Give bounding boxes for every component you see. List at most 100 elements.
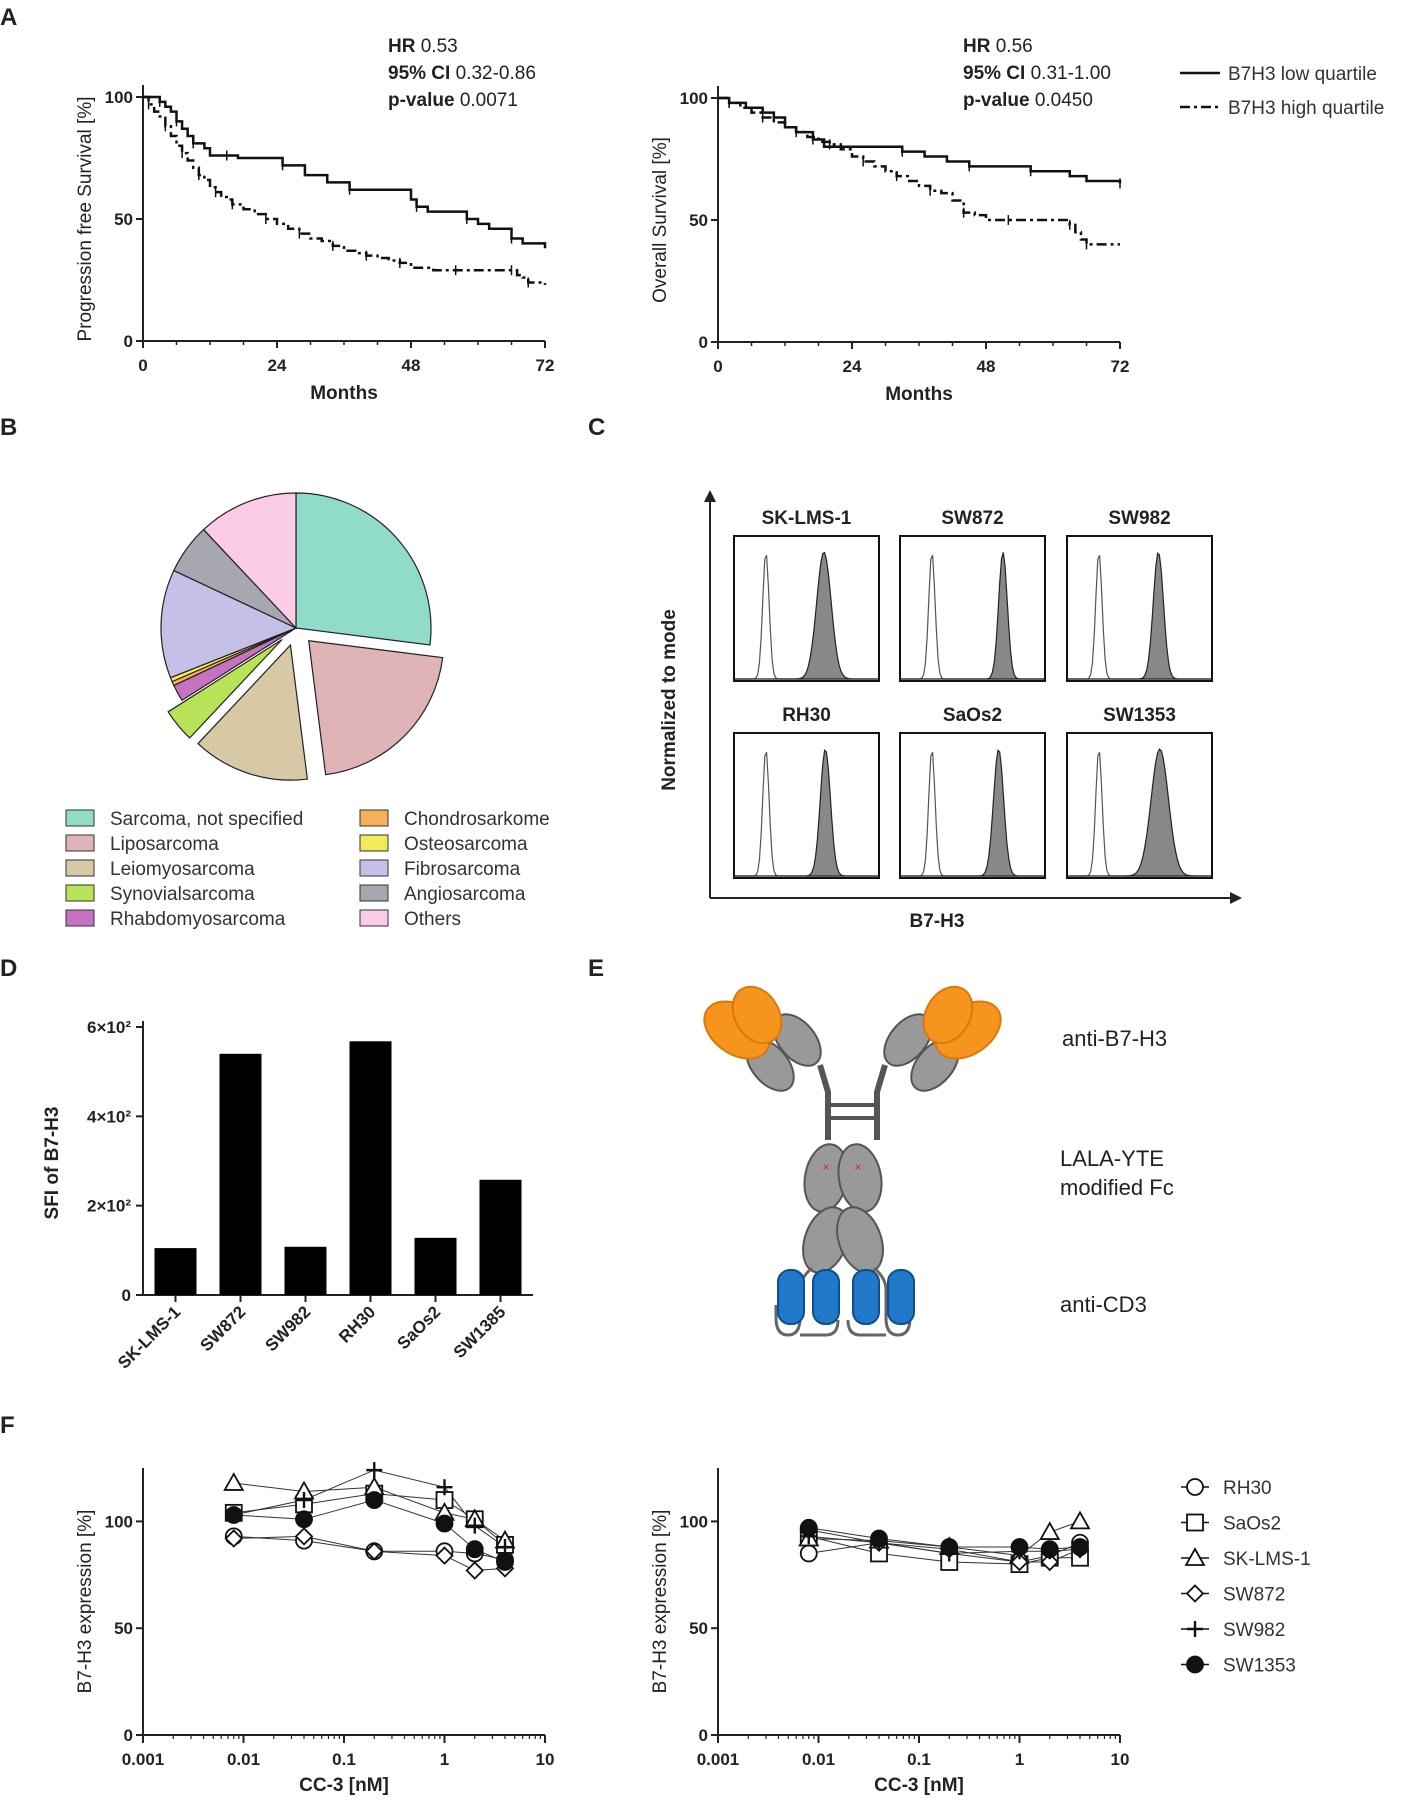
marker-triangle-open-icon bbox=[1184, 1547, 1206, 1566]
km-curve-low-quartile bbox=[718, 96, 1122, 184]
x-tick-label: 0.01 bbox=[227, 1750, 260, 1769]
legend-label: SW872 bbox=[1223, 1585, 1285, 1606]
stat-key: 95% CI bbox=[963, 63, 1025, 84]
x-tick-label: 24 bbox=[843, 357, 862, 376]
stat-value-text: 0.31-1.00 bbox=[1031, 63, 1111, 84]
y-axis-label: SFI of B7-H3 bbox=[42, 1107, 63, 1220]
y-tick-label: 0 bbox=[699, 333, 708, 352]
marker-circle-filled-icon bbox=[1071, 1538, 1089, 1556]
anti-b7h3-domain-left bbox=[731, 985, 783, 1045]
panel-b-pie-chart: Sarcoma, not specified Liposarcoma Leiomyo… bbox=[65, 492, 550, 930]
legend-label-high: B7H3 high quartile bbox=[1228, 98, 1384, 119]
stat-line: HR 0.56 bbox=[963, 36, 1033, 57]
x-axis-label: CC-3 [nM] bbox=[299, 1775, 389, 1796]
label-anti-cd3: anti-CD3 bbox=[1060, 1292, 1147, 1317]
x-axis-label: Months bbox=[310, 383, 378, 404]
marker-plus-icon bbox=[466, 1517, 483, 1534]
x-tick-label: RH30 bbox=[335, 1302, 379, 1346]
marker-circle-filled-icon bbox=[799, 1518, 818, 1537]
histogram-title: SaOs2 bbox=[943, 705, 1002, 726]
marker-square-open-icon bbox=[1186, 1513, 1204, 1532]
marker-circle-filled-icon bbox=[465, 1540, 484, 1559]
stat-value-text: 0.32-0.86 bbox=[456, 63, 536, 84]
hinge-right bbox=[874, 1064, 888, 1140]
legend-swatch bbox=[65, 834, 95, 852]
stat-key: p-value bbox=[388, 90, 455, 111]
legend-label: SK-LMS-1 bbox=[1223, 1549, 1311, 1570]
y-tick-label: 50 bbox=[114, 210, 133, 229]
y-axis-label: Progression free Survival [%] bbox=[75, 97, 96, 342]
legend-swatch bbox=[359, 909, 389, 927]
pie-slice bbox=[295, 492, 432, 646]
x-axis-label: B7-H3 bbox=[910, 911, 965, 932]
legend-swatch bbox=[65, 809, 95, 827]
anti-cd3-domain bbox=[812, 1269, 840, 1325]
x-tick-label: 0.01 bbox=[802, 1750, 835, 1769]
marker-diamond-open-icon bbox=[1010, 1552, 1029, 1572]
x-tick-label: SK-LMS-1 bbox=[114, 1302, 184, 1372]
panel-label-f: F bbox=[0, 1412, 15, 1439]
histogram-box bbox=[899, 535, 1046, 682]
marker-plus-icon bbox=[497, 1539, 514, 1556]
y-tick-label: 0 bbox=[122, 1286, 131, 1305]
pie-slice bbox=[160, 569, 298, 679]
panel-f-left-chart: 0 50 100 0.001 0.01 0.1 1 10 CC-3 [nM] B7-H3 expr… bbox=[75, 1462, 554, 1796]
marker-triangle-open-icon bbox=[1069, 1510, 1091, 1530]
label-anti-b7h3: anti-B7-H3 bbox=[1062, 1026, 1167, 1051]
bar bbox=[479, 1179, 522, 1295]
series-line bbox=[233, 1469, 506, 1548]
histogram-title: SK-LMS-1 bbox=[762, 508, 852, 529]
pie-slice bbox=[167, 638, 283, 739]
marker-circle-open-icon bbox=[1186, 1478, 1204, 1496]
x-tick-label: 0.001 bbox=[122, 1750, 165, 1769]
y-axis-label: Overall Survival [%] bbox=[650, 137, 671, 303]
linker-right-bottom bbox=[846, 1319, 886, 1337]
x-tick-label: 0.1 bbox=[332, 1750, 356, 1769]
bar bbox=[154, 1248, 197, 1295]
stat-key: 95% CI bbox=[388, 63, 450, 84]
x-tick-label: 1 bbox=[440, 1750, 449, 1769]
hinge-left bbox=[817, 1064, 831, 1140]
marker-circle-open-icon bbox=[799, 1544, 818, 1563]
x-axis-arrow bbox=[1230, 892, 1242, 904]
panel-f-right-chart: 0 50 100 0.001 0.01 0.1 1 10 CC-3 [nM] B7-H3 expr… bbox=[650, 1468, 1311, 1796]
x-tick-label: 24 bbox=[268, 356, 287, 375]
x-tick-label: SW982 bbox=[261, 1302, 314, 1355]
x-tick-label: 10 bbox=[536, 1750, 555, 1769]
bar bbox=[219, 1053, 262, 1295]
marker-circle-filled-icon bbox=[940, 1538, 959, 1556]
legend-swatch bbox=[359, 884, 389, 902]
pie-slice bbox=[308, 640, 444, 776]
legend-label: SW1353 bbox=[1223, 1656, 1296, 1677]
x-tick-label: 10 bbox=[1111, 1750, 1130, 1769]
histogram-box bbox=[1066, 535, 1213, 682]
mutation-mark-icon: × bbox=[822, 1160, 829, 1174]
legend-label: Others bbox=[404, 909, 461, 930]
y-tick-label: 0 bbox=[124, 332, 133, 351]
marker-circle-filled-icon bbox=[1010, 1538, 1029, 1556]
panel-a-os-chart: 0 50 100 0 24 48 72 Months Overall Survival [%] H… bbox=[650, 36, 1384, 405]
y-tick-label: 6×10² bbox=[87, 1018, 131, 1037]
x-tick-label: 48 bbox=[402, 356, 421, 375]
stat-line: 95% CI 0.31-1.00 bbox=[963, 63, 1111, 84]
bar bbox=[284, 1246, 327, 1295]
histogram-box bbox=[1066, 732, 1213, 879]
x-tick-label: 72 bbox=[1111, 357, 1130, 376]
x-tick-label: SaOs2 bbox=[393, 1302, 444, 1353]
y-tick-label: 100 bbox=[105, 1512, 133, 1531]
km-curve-high-quartile bbox=[718, 96, 1120, 246]
legend-label: Fibrosarcoma bbox=[404, 859, 521, 880]
y-tick-label: 100 bbox=[680, 89, 708, 108]
x-tick-label: SW1385 bbox=[450, 1302, 510, 1362]
marker-triangle-open-icon bbox=[223, 1472, 245, 1491]
legend-swatch bbox=[65, 859, 95, 877]
marker-plus-icon bbox=[366, 1462, 383, 1479]
y-tick-label: 100 bbox=[105, 88, 133, 107]
panel-e-antibody-diagram: × × anti-B7-H3 LALA-YTE modified Fc anti-CD3 bbox=[703, 985, 1174, 1337]
x-tick-label: 0.1 bbox=[907, 1750, 931, 1769]
km-curve-low-quartile bbox=[143, 95, 547, 249]
marker-diamond-open-icon bbox=[465, 1561, 485, 1580]
bar bbox=[349, 1041, 392, 1295]
linker-right bbox=[873, 1266, 912, 1337]
histogram-title: RH30 bbox=[782, 705, 831, 726]
